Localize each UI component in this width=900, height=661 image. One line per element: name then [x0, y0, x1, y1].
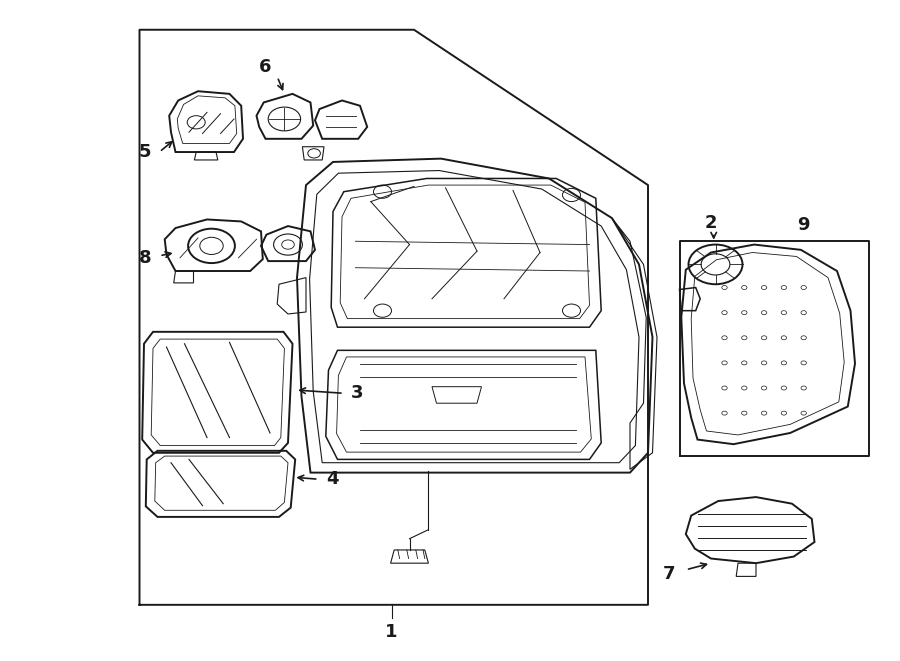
- Text: 2: 2: [705, 214, 717, 233]
- Text: 1: 1: [385, 623, 398, 641]
- Text: 6: 6: [259, 58, 272, 77]
- Text: 4: 4: [326, 470, 338, 488]
- Text: 9: 9: [797, 215, 810, 234]
- Text: 3: 3: [351, 384, 364, 403]
- Text: 8: 8: [139, 249, 151, 267]
- Text: 7: 7: [662, 564, 675, 583]
- Text: 5: 5: [139, 143, 151, 161]
